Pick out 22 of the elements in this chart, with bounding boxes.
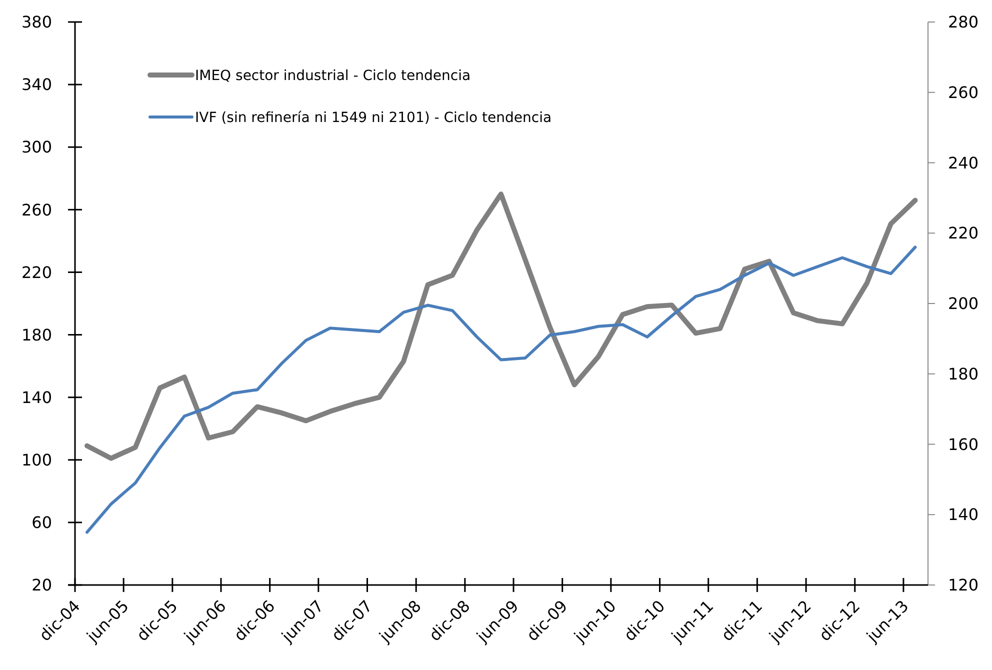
y2-tick-label: 260	[948, 82, 979, 102]
y2-tick-label: 280	[948, 12, 979, 32]
y2-tick-label: 160	[948, 434, 979, 454]
y2-tick-label: 180	[948, 364, 979, 384]
y-tick-label: 380	[21, 12, 52, 32]
y-tick-label: 20	[32, 576, 52, 595]
legend-label: IVF (sin refinería ni 1549 ni 2101) - Ciclo tendencia	[195, 110, 552, 126]
y2-tick-label: 120	[948, 576, 979, 595]
y-tick-label: 300	[21, 138, 52, 157]
y-tick-label: 340	[21, 75, 52, 94]
y-tick-label: 260	[21, 200, 52, 220]
y2-tick-label: 240	[948, 153, 979, 172]
y-tick-label: 100	[21, 450, 52, 470]
y2-tick-label: 200	[948, 294, 979, 314]
legend-label: IMEQ sector industrial - Ciclo tendencia	[195, 68, 471, 84]
y-tick-label: 140	[21, 388, 52, 407]
y2-tick-label: 220	[948, 224, 979, 243]
y-tick-label: 220	[21, 262, 52, 282]
y-tick-label: 60	[32, 513, 52, 532]
y2-tick-label: 140	[948, 505, 979, 524]
line-series	[86, 246, 917, 534]
y-tick-label: 180	[21, 325, 52, 344]
